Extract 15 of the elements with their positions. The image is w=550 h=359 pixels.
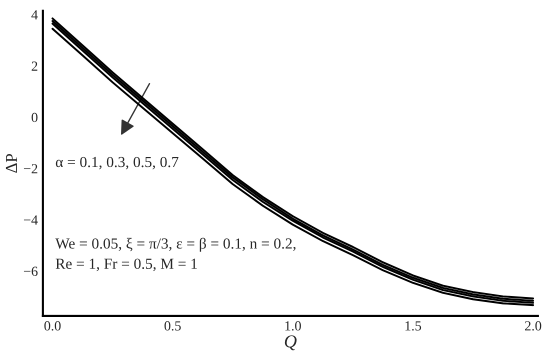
y-tick-label: 4 (31, 10, 38, 20)
annotation: We = 0.05, ξ = π/3, ε = β = 0.1, n = 0.2, Re = 1, Fr = 0.5, M = 1 (55, 238, 296, 272)
x-tick-label: 1.0 (285, 321, 301, 331)
x-tick-label: 1.5 (405, 321, 422, 331)
y-tick-label: −6 (24, 266, 38, 276)
y-tick-label: 0 (32, 112, 38, 122)
y-tick-label: 2 (32, 62, 38, 71)
y-tick-label: −4 (24, 215, 38, 225)
y-tick-label: −2 (24, 164, 38, 174)
x-axis-title: Q (284, 335, 297, 350)
annotation: α = 0.1, 0.3, 0.5, 0.7 (56, 156, 178, 170)
x-tick-label: 0.0 (44, 321, 61, 331)
x-tick-label: 2.0 (525, 321, 542, 331)
x-tick-label: 0.5 (164, 321, 181, 331)
y-axis-title: ΔP (6, 154, 17, 173)
